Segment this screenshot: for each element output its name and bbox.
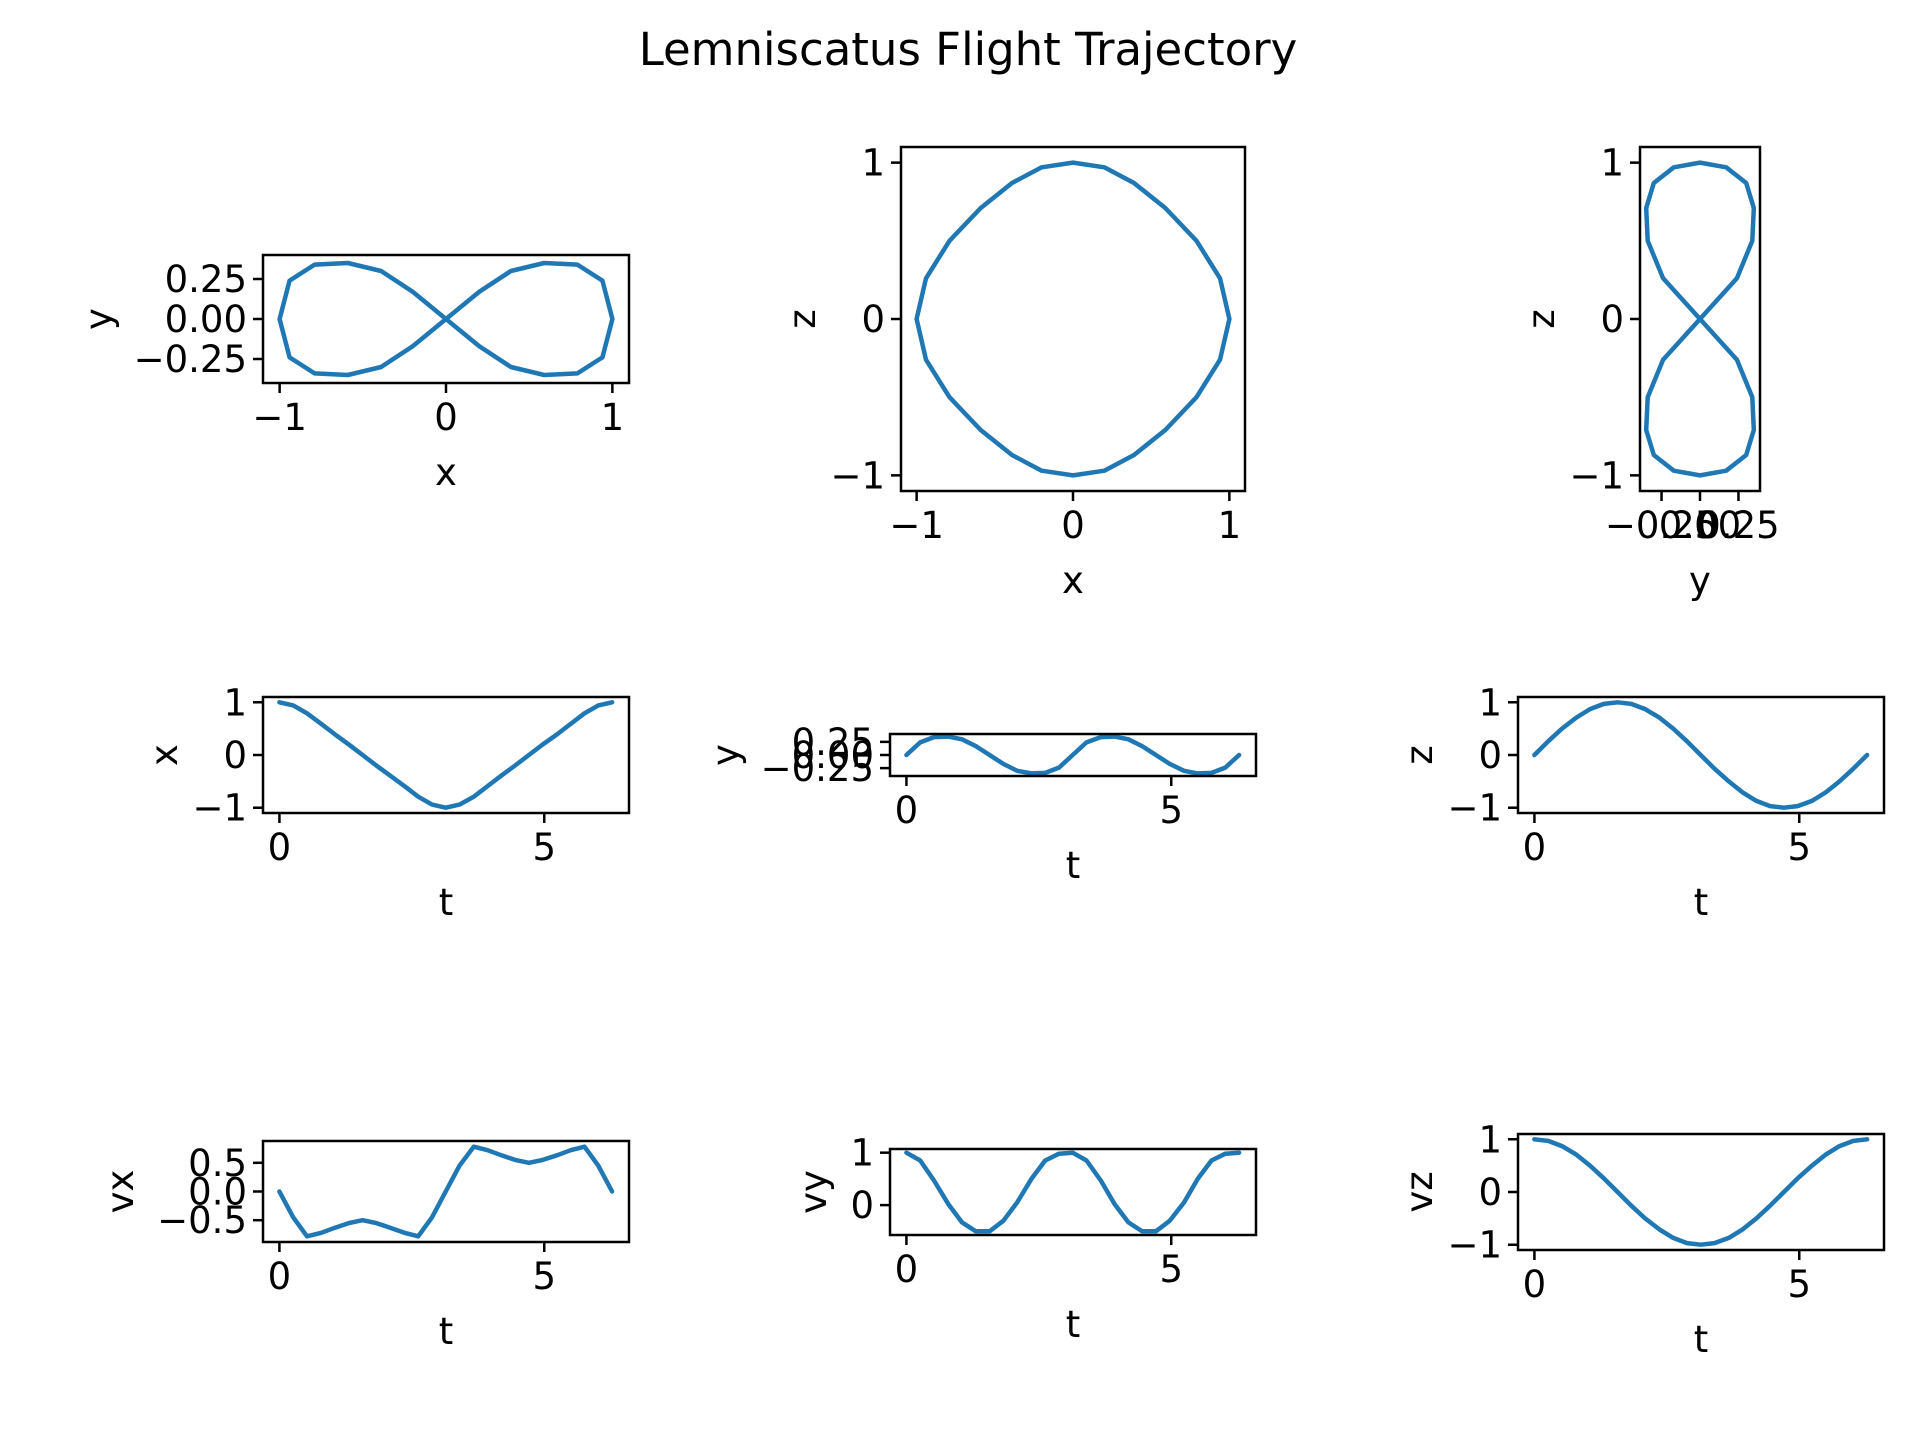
y-axis-label-tz: z	[1398, 745, 1441, 764]
series-line-yz	[1643, 160, 1757, 478]
y-axis-label-tx: x	[143, 744, 186, 766]
y-tick-label-tvy: 1	[850, 1132, 874, 1175]
x-tick-label-tvy: 0	[895, 1248, 919, 1291]
y-tick-label-xy: 0.00	[165, 298, 247, 341]
x-axis-label-xz: x	[1062, 559, 1084, 602]
x-tick-label-xy: 1	[601, 396, 625, 439]
x-tick-label-tvx: 5	[532, 1255, 556, 1298]
series-line-xz	[914, 160, 1232, 478]
y-tick-label-tvx: −0.5	[157, 1199, 247, 1242]
subplot-yz: −0.250.000.25 −1 0 1 y z	[1520, 142, 1780, 602]
y-axis-label-xy: y	[77, 308, 120, 330]
subplot-tvy: 0 5 0 1 t vy	[792, 1132, 1258, 1346]
y-tick-label-yz: 0	[1600, 298, 1624, 341]
x-tick-label-yz: −0.25	[1605, 504, 1718, 547]
y-tick-label-ty: 0.25	[792, 721, 874, 764]
x-tick-label-ty: 5	[1159, 789, 1183, 832]
subplot-tx: 0 5 −1 0 1 t x	[143, 681, 631, 924]
series-line-tvz	[1532, 1137, 1870, 1247]
x-tick-label-tz: 0	[1523, 826, 1547, 869]
x-tick-label-yz: 0.00	[1659, 504, 1741, 547]
subplot-tvx: 0 5 −0.50.00.5 t vx	[99, 1139, 631, 1353]
series-line-xy	[277, 260, 615, 378]
y-tick-label-xz: 1	[861, 142, 885, 185]
x-axis-label-tvy: t	[1066, 1303, 1081, 1346]
y-tick-label-tvx: 0.0	[188, 1171, 247, 1214]
x-tick-label-tvz: 5	[1787, 1263, 1811, 1306]
series-line-ty	[904, 734, 1242, 776]
y-tick-label-tx: 0	[223, 734, 247, 777]
y-tick-label-yz: 1	[1600, 142, 1624, 185]
y-tick-label-xy: 0.25	[165, 258, 247, 301]
x-tick-label-tx: 5	[532, 826, 556, 869]
y-tick-label-tvz: 1	[1478, 1118, 1502, 1161]
series-line-tx	[277, 700, 615, 810]
y-tick-label-tz: −1	[1447, 787, 1502, 830]
y-axis-label-tvy: vy	[792, 1170, 835, 1214]
x-axis-label-tvz: t	[1694, 1318, 1709, 1361]
y-tick-label-ty: −0.25	[761, 747, 874, 790]
x-tick-label-tvx: 0	[268, 1255, 292, 1298]
y-tick-label-yz: −1	[1569, 454, 1624, 497]
y-tick-label-tx: −1	[192, 787, 247, 830]
x-tick-label-yz: 0.25	[1697, 504, 1779, 547]
y-axis-label-ty: y	[704, 744, 747, 766]
subplot-tvz: 0 5 −1 0 1 t vz	[1398, 1118, 1886, 1361]
axes-frame-tvy	[888, 1147, 1258, 1237]
x-tick-label-tvy: 5	[1159, 1248, 1183, 1291]
y-tick-label-xz: −1	[830, 454, 885, 497]
x-tick-label-xz: −1	[889, 504, 944, 547]
x-tick-label-xz: 1	[1218, 504, 1242, 547]
x-tick-label-xy: −1	[252, 396, 307, 439]
x-tick-label-tx: 0	[268, 826, 292, 869]
y-axis-label-tvx: vx	[99, 1170, 142, 1214]
series-line-tz	[1532, 700, 1870, 810]
figure-title: Lemniscatus Flight Trajectory	[639, 23, 1298, 76]
x-axis-label-yz: y	[1689, 559, 1711, 602]
subplot-xy: −1 0 1 −0.250.000.25 x y	[77, 253, 631, 494]
x-tick-label-xz: 0	[1061, 504, 1085, 547]
y-tick-label-tvz: −1	[1447, 1224, 1502, 1267]
y-tick-label-tz: 1	[1478, 681, 1502, 724]
y-tick-label-tx: 1	[223, 681, 247, 724]
y-tick-label-tvz: 0	[1478, 1171, 1502, 1214]
y-tick-label-xz: 0	[861, 298, 885, 341]
y-tick-label-xy: −0.25	[134, 338, 247, 381]
y-axis-label-xz: z	[781, 309, 824, 328]
subplot-ty: 0 5 −0.250.000.25 t y	[704, 721, 1258, 887]
y-tick-label-tz: 0	[1478, 734, 1502, 777]
y-tick-label-tvy: 0	[850, 1184, 874, 1227]
x-axis-label-tvx: t	[439, 1310, 454, 1353]
series-line-tvy	[904, 1150, 1242, 1234]
x-axis-label-ty: t	[1066, 844, 1081, 887]
x-axis-label-tz: t	[1694, 881, 1709, 924]
x-tick-label-tz: 5	[1787, 826, 1811, 869]
x-tick-label-ty: 0	[895, 789, 919, 832]
y-tick-label-ty: 0.00	[792, 734, 874, 777]
series-line-tvx	[277, 1144, 615, 1239]
x-axis-label-tx: t	[439, 881, 454, 924]
subplot-tz: 0 5 −1 0 1 t z	[1398, 681, 1886, 924]
x-tick-label-xy: 0	[434, 396, 458, 439]
subplot-xz: −1 0 1 −1 0 1 x z	[781, 142, 1247, 602]
y-axis-label-tvz: vz	[1398, 1171, 1441, 1212]
x-tick-label-tvz: 0	[1523, 1263, 1547, 1306]
y-tick-label-tvx: 0.5	[188, 1142, 247, 1185]
x-axis-label-xy: x	[435, 451, 457, 494]
y-axis-label-yz: z	[1520, 309, 1563, 328]
